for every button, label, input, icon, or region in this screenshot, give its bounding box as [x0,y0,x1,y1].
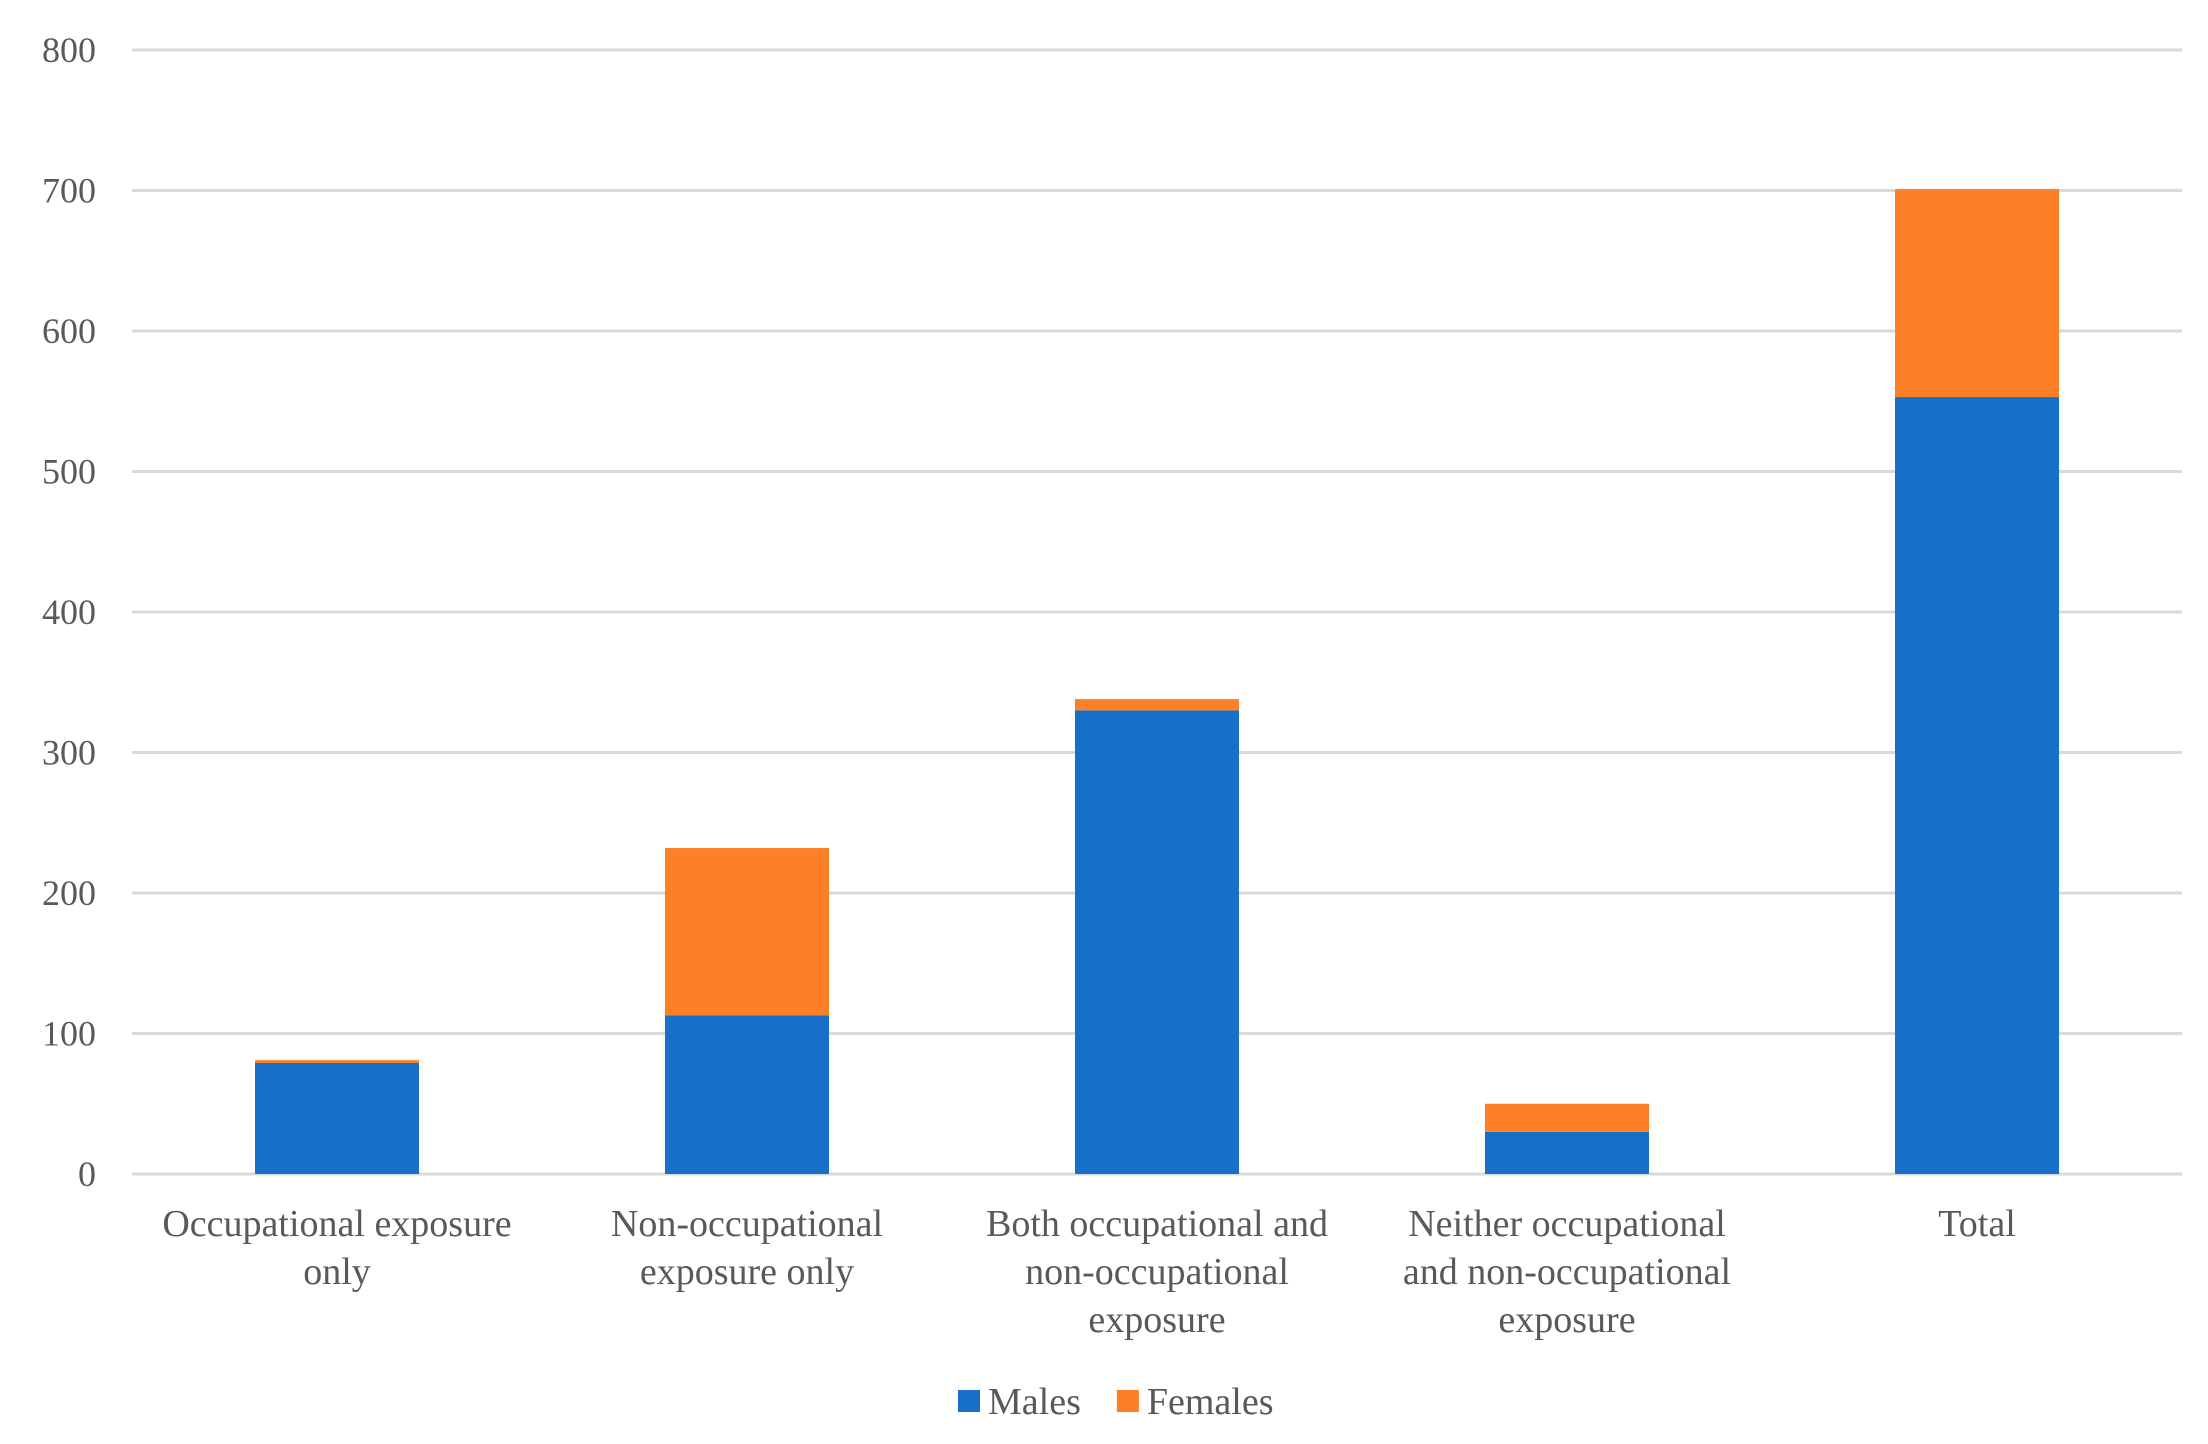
y-tick-label: 0 [78,1154,96,1194]
x-axis-ticks: Occupational exposure only Non-occupationa… [162,1203,2015,1341]
x-tick-label-line: Total [1938,1203,2016,1245]
bar-males-3 [1485,1131,1649,1174]
bar-females-1 [665,848,829,1016]
y-tick-label: 800 [42,30,96,70]
bar-males-0 [255,1063,419,1174]
x-tick-label-line: only [303,1251,371,1293]
x-tick-label-line: Both occupational and [986,1203,1328,1245]
legend-label-females: Females [1147,1381,1274,1423]
y-tick-label: 400 [42,592,96,632]
x-tick-label-line: exposure [1088,1299,1225,1341]
bar-males-4 [1895,397,2059,1174]
y-tick-label: 300 [42,733,96,773]
bar-females-0 [255,1060,419,1064]
bars [255,189,2059,1174]
bar-females-2 [1075,699,1239,711]
y-axis-ticks: 0 100 200 300 400 500 600 700 800 [42,30,96,1194]
x-tick-label-line: exposure only [640,1251,854,1293]
bar-females-3 [1485,1103,1649,1132]
x-tick-label-line: Occupational exposure [162,1203,511,1245]
legend-swatch-males [958,1390,980,1412]
bar-males-2 [1075,710,1239,1174]
x-tick-label-line: Neither occupational [1408,1203,1726,1245]
x-tick-label-line: and non-occupational [1403,1251,1731,1293]
x-tick-label-line: exposure [1498,1299,1635,1341]
x-tick-label: Occupational exposure only [162,1203,511,1293]
y-tick-label: 600 [42,311,96,351]
gridlines [132,48,2182,1176]
x-tick-label-line: non-occupational [1025,1251,1289,1293]
legend-label-males: Males [988,1381,1081,1423]
x-tick-label: Both occupational and non-occupational exp… [986,1203,1328,1341]
x-tick-label: Total [1938,1203,2016,1245]
bar-females-4 [1895,189,2059,398]
y-tick-label: 100 [42,1014,96,1054]
legend-swatch-females [1116,1390,1139,1412]
y-tick-label: 700 [42,171,96,211]
x-tick-label: Neither occupational and non-occupational… [1403,1203,1731,1341]
x-tick-label-line: Non-occupational [611,1203,883,1245]
y-tick-label: 500 [42,452,96,492]
x-tick-label: Non-occupational exposure only [611,1203,883,1293]
bar-males-1 [665,1015,829,1174]
legend: Males Females [958,1381,1274,1423]
y-tick-label: 200 [42,873,96,913]
